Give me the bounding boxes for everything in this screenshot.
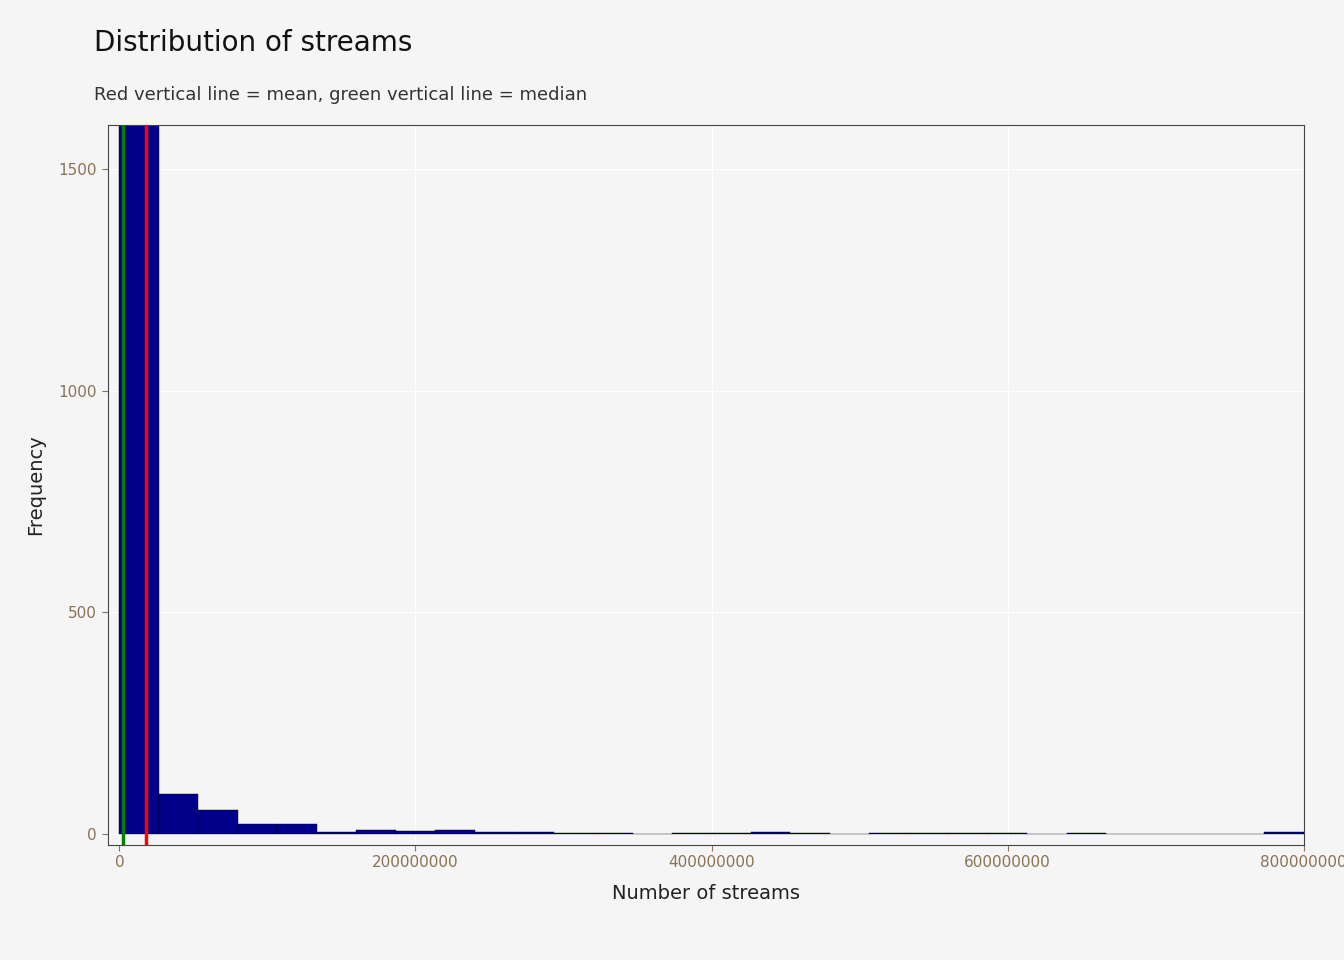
Bar <box>356 830 395 833</box>
Y-axis label: Frequency: Frequency <box>26 435 44 535</box>
Bar <box>120 78 159 833</box>
Bar <box>435 829 474 833</box>
Bar <box>317 832 356 833</box>
Bar <box>751 832 790 833</box>
Bar <box>395 830 435 833</box>
Bar <box>474 832 515 833</box>
Bar <box>1265 832 1304 833</box>
Text: Distribution of streams: Distribution of streams <box>94 29 413 57</box>
Bar <box>515 832 554 833</box>
Bar <box>159 794 199 833</box>
Text: Red vertical line = mean, green vertical line = median: Red vertical line = mean, green vertical… <box>94 86 587 105</box>
X-axis label: Number of streams: Number of streams <box>612 884 800 903</box>
Bar <box>199 810 238 833</box>
Bar <box>277 825 317 833</box>
Bar <box>238 824 277 833</box>
